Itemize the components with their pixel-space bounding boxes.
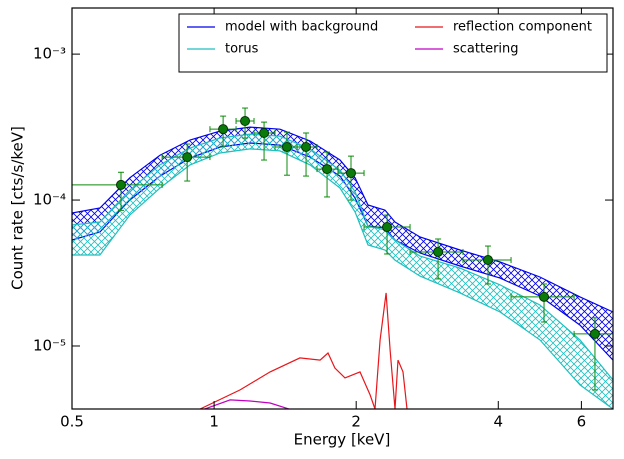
legend-label: scattering (453, 42, 519, 57)
line (199, 292, 408, 409)
x-tick-label: 2 (351, 413, 361, 431)
data-point (589, 328, 600, 339)
legend-label: model with background (225, 20, 378, 35)
data-point (281, 141, 292, 152)
data-point (182, 152, 193, 163)
y-axis-label: Count rate [cts/s/keV] (9, 126, 27, 290)
x-tick-label: 1 (209, 413, 219, 431)
data-point (322, 164, 333, 175)
data-point (482, 255, 493, 266)
x-tick-label: 0.5 (60, 413, 84, 431)
data-point (218, 124, 229, 135)
data-point (301, 141, 312, 152)
y-tick-label: 10⁻⁴ (33, 191, 66, 209)
data-point (433, 246, 444, 257)
x-tick-label: 4 (494, 413, 504, 431)
data-point (115, 179, 126, 190)
x-axis-label: Energy [keV] (294, 431, 391, 449)
band-edge (72, 133, 613, 381)
data-point (539, 291, 550, 302)
data-point (382, 222, 393, 233)
data-point (345, 168, 356, 179)
legend-label: torus (225, 42, 259, 57)
data-point (259, 128, 270, 139)
legend-label: reflection component (453, 20, 592, 35)
plot-area (72, 107, 613, 409)
y-tick-label: 10⁻³ (33, 45, 66, 63)
legend-box (178, 13, 608, 73)
plot-frame (71, 7, 614, 410)
band-edge (72, 148, 613, 409)
x-tick-label: 6 (577, 413, 587, 431)
y-tick-label: 10⁻⁵ (33, 336, 66, 354)
band-fill (72, 134, 613, 409)
data-point (240, 116, 251, 127)
line (202, 399, 291, 409)
